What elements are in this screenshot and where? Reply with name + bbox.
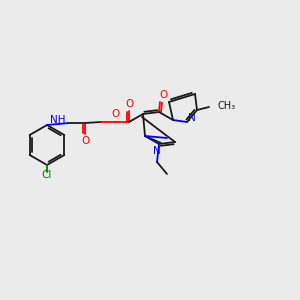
Text: O: O [125,99,133,109]
Text: Cl: Cl [42,170,52,180]
Text: N: N [188,113,196,123]
Text: O: O [81,136,89,146]
Text: N: N [153,146,161,156]
Text: NH: NH [50,115,66,125]
Text: O: O [159,90,167,100]
Text: O: O [111,109,119,119]
Text: CH₃: CH₃ [217,101,235,111]
